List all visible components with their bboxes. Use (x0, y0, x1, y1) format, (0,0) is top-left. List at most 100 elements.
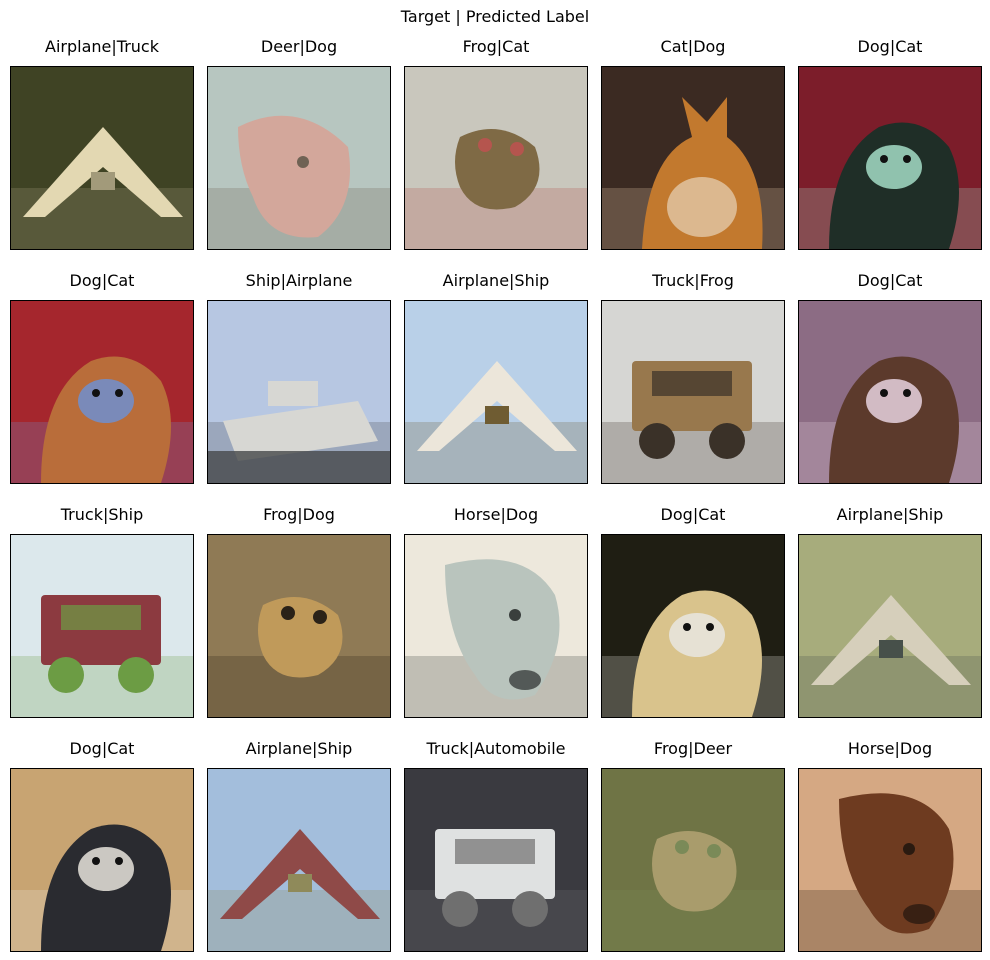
horse-shape (445, 559, 560, 700)
panel-label: Dog|Cat (69, 271, 135, 290)
thumbnail-image (207, 300, 391, 484)
panel-label: Dog|Cat (69, 739, 135, 758)
thumbnail-image (798, 768, 982, 952)
image-panel: Ship|Airplane (207, 268, 391, 484)
image-panel: Dog|Cat (10, 268, 194, 484)
panel-label: Frog|Dog (263, 505, 335, 524)
thumbnail-image (798, 66, 982, 250)
panel-label: Truck|Frog (652, 271, 734, 290)
figure-title: Target | Predicted Label (400, 7, 590, 26)
thumbnail-ground (405, 422, 587, 483)
thumbnail-ground (799, 656, 981, 717)
truck-shape (435, 829, 555, 927)
truck-thumbnail (11, 535, 193, 717)
dog-thumbnail (11, 769, 193, 951)
truck-shape (41, 595, 161, 693)
dog-shape (41, 824, 171, 951)
panel-label: Airplane|Ship (836, 505, 944, 524)
thumbnail-image (404, 300, 588, 484)
airplane-shape (811, 595, 971, 685)
thumbnail-image (404, 66, 588, 250)
frog-shape (652, 831, 737, 912)
panel-label: Dog|Cat (857, 37, 923, 56)
cat-thumbnail (602, 67, 784, 249)
image-panel: Frog|Deer (601, 736, 785, 952)
cat-shape (642, 97, 763, 249)
deer-shape (238, 115, 350, 238)
frog-thumbnail (208, 535, 390, 717)
image-panel: Truck|Frog (601, 268, 785, 484)
thumbnail-image (601, 66, 785, 250)
panel-label: Deer|Dog (260, 37, 338, 56)
panel-label: Frog|Deer (653, 739, 733, 758)
thumbnail-ground (602, 422, 784, 483)
panel-label: Airplane|Truck (45, 37, 159, 56)
thumbnail-image (10, 66, 194, 250)
thumbnail-image (207, 768, 391, 952)
panel-label: Ship|Airplane (245, 271, 353, 290)
truck-shape (632, 361, 752, 459)
airplane-shape (417, 361, 577, 451)
horse-thumbnail (799, 769, 981, 951)
image-panel: Truck|Automobile (404, 736, 588, 952)
horse-shape (839, 793, 954, 934)
dog-shape (41, 356, 171, 483)
horse-thumbnail (405, 535, 587, 717)
thumbnail-image (207, 66, 391, 250)
thumbnail-image (207, 534, 391, 718)
thumbnail-image (601, 300, 785, 484)
panel-label: Horse|Dog (453, 505, 539, 524)
image-panel: Cat|Dog (601, 34, 785, 250)
frog-shape (455, 129, 540, 210)
panel-label: Truck|Automobile (426, 739, 566, 758)
airplane-thumbnail (405, 301, 587, 483)
thumbnail-ground (11, 656, 193, 717)
ship-thumbnail (208, 301, 390, 483)
panel-label: Horse|Dog (847, 739, 933, 758)
thumbnail-ground (405, 890, 587, 951)
dog-thumbnail (11, 301, 193, 483)
deer-thumbnail (208, 67, 390, 249)
airplane-thumbnail (11, 67, 193, 249)
panel-label: Cat|Dog (660, 37, 726, 56)
image-panel: Airplane|Ship (798, 502, 982, 718)
panel-label: Airplane|Ship (442, 271, 550, 290)
image-panel: Frog|Dog (207, 502, 391, 718)
thumbnail-image (798, 300, 982, 484)
image-panel: Deer|Dog (207, 34, 391, 250)
thumbnail-ground (208, 890, 390, 951)
frog-thumbnail (602, 769, 784, 951)
dog-thumbnail (799, 301, 981, 483)
image-panel: Airplane|Ship (404, 268, 588, 484)
image-panel: Frog|Cat (404, 34, 588, 250)
image-panel: Dog|Cat (601, 502, 785, 718)
image-panel: Dog|Cat (10, 736, 194, 952)
thumbnail-image (404, 534, 588, 718)
image-panel: Horse|Dog (798, 736, 982, 952)
image-panel: Dog|Cat (798, 34, 982, 250)
thumbnail-image (601, 534, 785, 718)
frog-thumbnail (405, 67, 587, 249)
thumbnail-image (404, 768, 588, 952)
dog-shape (829, 122, 959, 249)
thumbnail-image (601, 768, 785, 952)
image-panel: Horse|Dog (404, 502, 588, 718)
image-panel: Dog|Cat (798, 268, 982, 484)
dog-shape (829, 356, 959, 483)
airplane-shape (23, 127, 183, 217)
thumbnail-image (10, 534, 194, 718)
ship-shape (208, 381, 390, 483)
panel-label: Frog|Cat (462, 37, 530, 56)
airplane-thumbnail (208, 769, 390, 951)
airplane-shape (220, 829, 380, 919)
image-panel: Airplane|Truck (10, 34, 194, 250)
thumbnail-image (10, 768, 194, 952)
panel-label: Truck|Ship (60, 505, 144, 524)
image-panel: Airplane|Ship (207, 736, 391, 952)
truck-thumbnail (405, 769, 587, 951)
frog-shape (258, 597, 343, 678)
panel-label: Airplane|Ship (245, 739, 353, 758)
panel-label: Dog|Cat (660, 505, 726, 524)
thumbnail-ground (11, 188, 193, 249)
thumbnail-image (10, 300, 194, 484)
